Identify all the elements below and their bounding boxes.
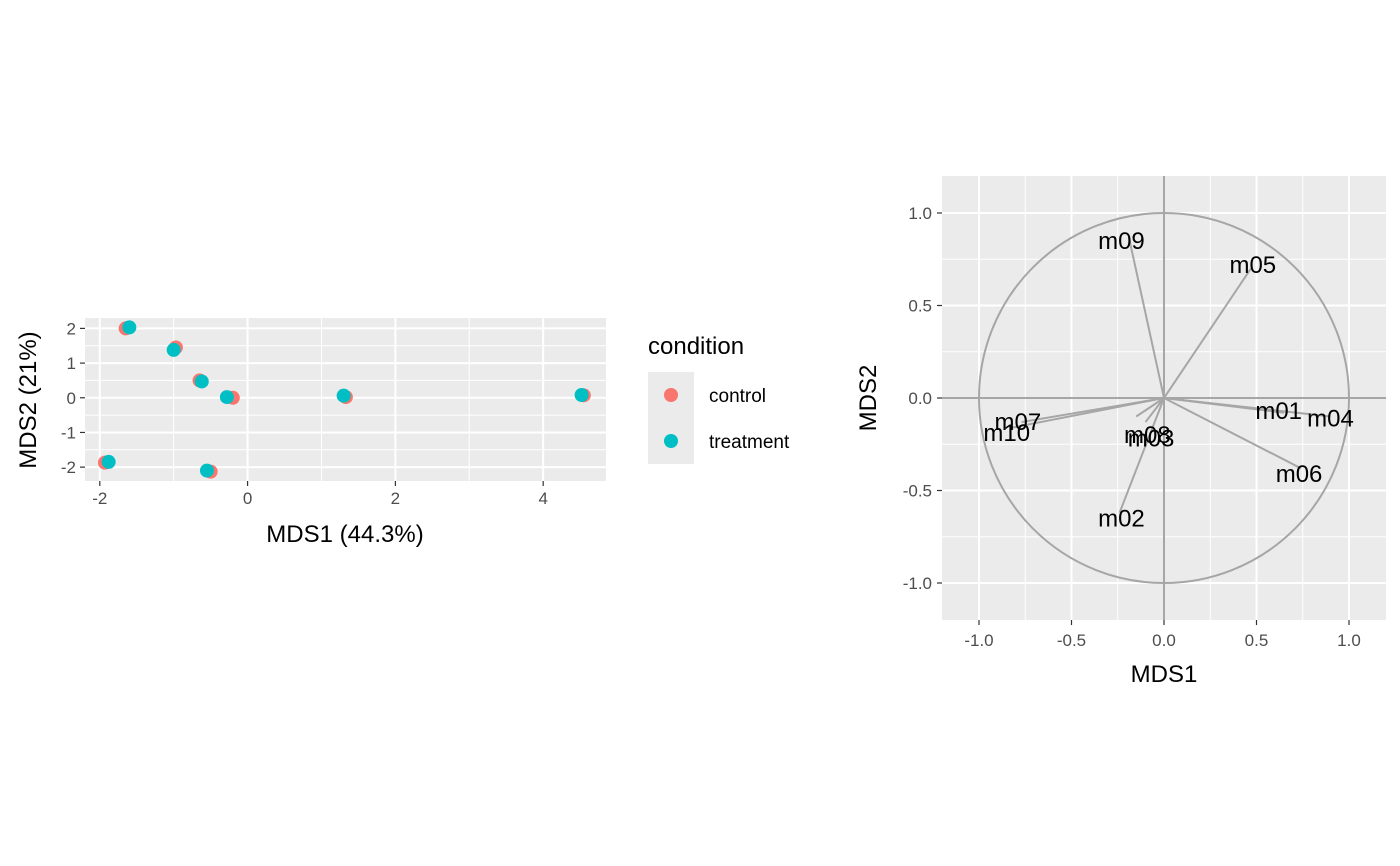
variable-label-m01: m01 [1255,398,1302,425]
loading-vector-m03 [1144,397,1165,423]
scatter-y-tick-label: 2 [67,319,76,338]
scatter-x-tick-label: 4 [538,489,547,508]
scatter-y-tick-label: -1 [61,423,76,442]
circle-y-tick-label: 0.0 [908,389,932,408]
scatter-x-tick-label: 0 [243,489,252,508]
scatter-point-treatment [166,342,181,357]
circle-x-tick-label: -0.5 [1057,631,1086,650]
legend: condition control treatment [648,333,790,464]
scatter-point-treatment [122,320,137,335]
legend-key-control [664,388,678,402]
variable-label-m02: m02 [1098,505,1145,532]
scatter-ticks: -2 0 2 4 -2 -1 0 1 2 [61,319,548,508]
mds-scatter-panel: -2 0 2 4 -2 -1 0 1 2 MDS1 (44.3%) MDS2 (21%) [15,318,606,548]
circle-x-tick-label: 0.0 [1152,631,1176,650]
scatter-point-treatment [336,388,351,403]
loading-vector-m04 [1163,397,1331,418]
variable-label-m10: m10 [983,420,1030,447]
variable-label-m03: m03 [1128,426,1175,453]
scatter-point-treatment [194,374,209,389]
circle-y-axis-title: MDS2 [855,365,882,432]
scatter-x-tick-label: 2 [391,489,400,508]
scatter-x-axis-title: MDS1 (44.3%) [266,521,423,548]
scatter-y-tick-label: 1 [67,354,76,373]
scatter-points [97,320,591,479]
loading-vector-m02 [1118,397,1165,514]
variable-label-m05: m05 [1229,252,1276,279]
scatter-y-tick-label: 0 [67,389,76,408]
circle-ticks: -1.0 -0.5 0.0 0.5 1.0 -1.0 -0.5 0.0 0.5 1.0 [903,204,1361,650]
legend-label-control: control [709,386,766,407]
circle-x-axis-title: MDS1 [1131,661,1198,688]
variable-label-m08: m08 [1124,422,1171,449]
circle-y-tick-label: -1.0 [903,574,932,593]
scatter-point-treatment [101,454,116,469]
circle-y-tick-label: 1.0 [908,204,932,223]
variable-label-m07: m07 [995,409,1042,436]
circle-y-tick-label: 0.5 [908,297,932,316]
circle-shapes [942,176,1386,620]
scatter-point-treatment [199,463,214,478]
variable-label-m04: m04 [1307,405,1354,432]
circle-y-tick-label: -0.5 [903,482,932,501]
loading-vector-m10 [1012,397,1165,429]
unit-circle [978,212,1350,584]
legend-title: condition [648,333,744,360]
loading-vector-m06 [1163,397,1302,470]
circle-x-tick-label: -1.0 [964,631,993,650]
legend-label-treatment: treatment [709,432,790,453]
loading-vector-m08 [1135,397,1165,418]
loading-vector-m09 [1127,236,1165,399]
circle-x-tick-label: 0.5 [1245,631,1269,650]
correlation-circle-panel: -1.0 -0.5 0.0 0.5 1.0-1.0-0.50.00.51.0 m09m0… [855,176,1386,688]
variable-label-m09: m09 [1098,228,1145,255]
scatter-point-treatment [219,390,234,405]
scatter-x-tick-label: -2 [92,489,107,508]
scatter-y-axis-title: MDS2 (21%) [15,331,42,468]
circle-x-tick-label: 1.0 [1337,631,1361,650]
loading-vector-m05 [1163,267,1252,399]
scatter-y-tick-label: -2 [61,458,76,477]
variable-label-m06: m06 [1276,461,1323,488]
scatter-point-treatment [574,387,589,402]
legend-key-treatment [664,434,678,448]
